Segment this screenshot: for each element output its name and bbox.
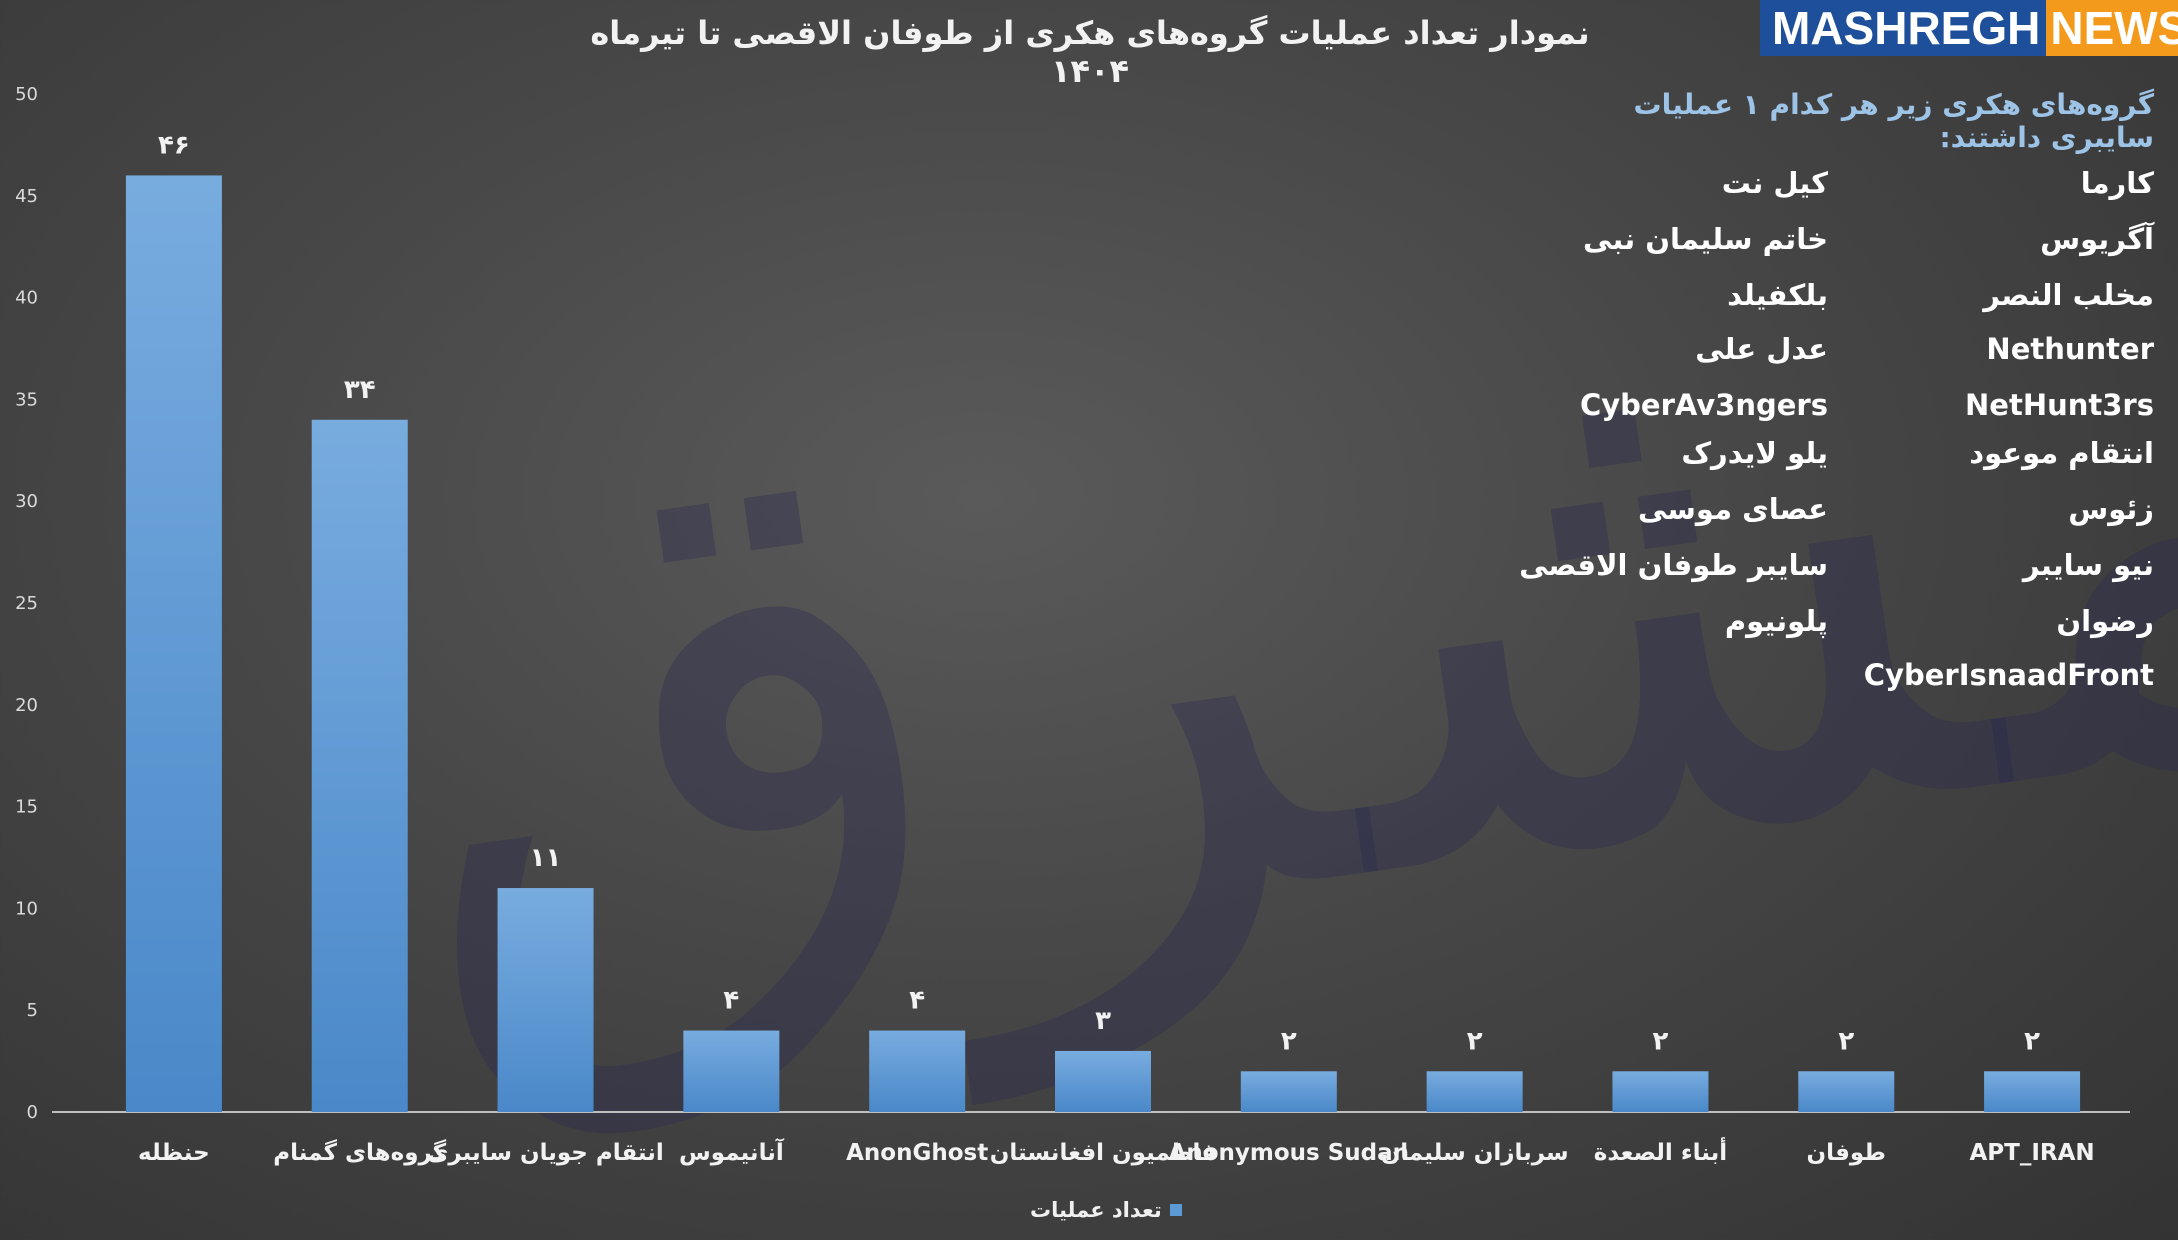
bar [1612,1071,1709,1112]
group-item: CyberAv3ngers [1579,388,1828,422]
category-label: آنانیموس [679,1137,785,1166]
group-item: انتقام موعود [1969,436,2154,470]
bar [311,419,408,1112]
group-item: کیل نت [1721,166,1828,200]
bar [1426,1071,1523,1112]
data-label: ۴۶ [158,130,190,160]
logo-part-2: NEWS [2046,0,2178,56]
bar [497,888,594,1112]
legend-label: تعداد عملیات [1030,1198,1162,1222]
y-tick-label: 10 [15,898,38,919]
bar [1055,1050,1151,1112]
category-label: APT_IRAN [1970,1140,2095,1166]
group-item: خاتم سلیمان نبی [1583,222,1828,256]
mashregh-news-logo: MASHREGH NEWS [1760,0,2178,56]
y-tick-label: 5 [27,1000,38,1021]
group-item: نیو سایبر [2022,548,2154,582]
group-item: سایبر طوفان الاقصی [1519,548,1828,582]
legend-swatch [1169,1204,1182,1216]
group-item: رضوان [2056,604,2154,638]
bar [683,1030,780,1112]
category-label: طوفان [1807,1140,1886,1166]
y-tick-label: 20 [15,695,38,716]
group-item: عصای موسی [1638,492,1828,526]
category-label: گروه‌های گمنام [273,1139,447,1166]
bar [869,1030,966,1112]
y-tick-label: 50 [15,84,38,105]
data-label: ۲ [1281,1026,1297,1056]
data-label: ۲ [1467,1026,1483,1056]
group-item: آگریوس [2040,222,2154,256]
category-label: AnonGhost [846,1140,988,1166]
group-item: CyberIsnaadFront [1863,658,2154,692]
category-label: حنظله [138,1140,210,1166]
data-label: ۱۱ [530,843,562,873]
bar [1984,1071,2081,1112]
y-tick-label: 40 [15,288,38,309]
y-tick-label: 30 [15,491,38,512]
category-label: أبناء الصعدة [1594,1136,1727,1166]
legend: تعداد عملیات [1030,1198,1182,1222]
group-item: پلونیوم [1724,604,1828,638]
data-label: ۲ [1653,1026,1669,1056]
y-tick-label: 25 [15,593,38,614]
data-label: ۳۴ [344,375,376,405]
bar [125,175,222,1112]
single-operation-note: گروه‌های هکری زیر هر کدام ۱ عملیات سایبر… [1633,88,2154,154]
y-tick-label: 45 [15,186,38,207]
group-item: کارما [2080,166,2154,200]
category-label: انتقام جویان سایبری [427,1140,664,1166]
group-item: عدل علی [1695,332,1828,366]
group-item: Nethunter [1986,332,2154,366]
chart-title: نمودار تعداد عملیات گروه‌های هکری از طوف… [590,14,1590,90]
category-label: فاطمیون افغانستان [990,1140,1217,1166]
group-item: زئوس [2068,492,2154,526]
y-tick-label: 0 [27,1102,38,1123]
group-item: NetHunt3rs [1965,388,2154,422]
logo-part-1: MASHREGH [1760,0,2047,56]
data-label: ۴ [909,986,925,1016]
y-tick-label: 35 [15,389,38,410]
bar [1798,1071,1895,1112]
category-label: سربازان سلیمان [1381,1140,1569,1166]
bar [1240,1071,1337,1112]
group-item: مخلب النصر [1983,278,2154,312]
data-label: ۴ [723,986,739,1016]
group-item: بلکفیلد [1727,278,1828,312]
data-label: ۲ [1838,1026,1854,1056]
data-label: ۲ [2024,1026,2040,1056]
data-label: ۳ [1095,1006,1111,1036]
category-label: Anonymous Sudan [1169,1140,1409,1166]
group-item: یلو لایدرک [1681,436,1828,470]
y-tick-label: 15 [15,797,38,818]
